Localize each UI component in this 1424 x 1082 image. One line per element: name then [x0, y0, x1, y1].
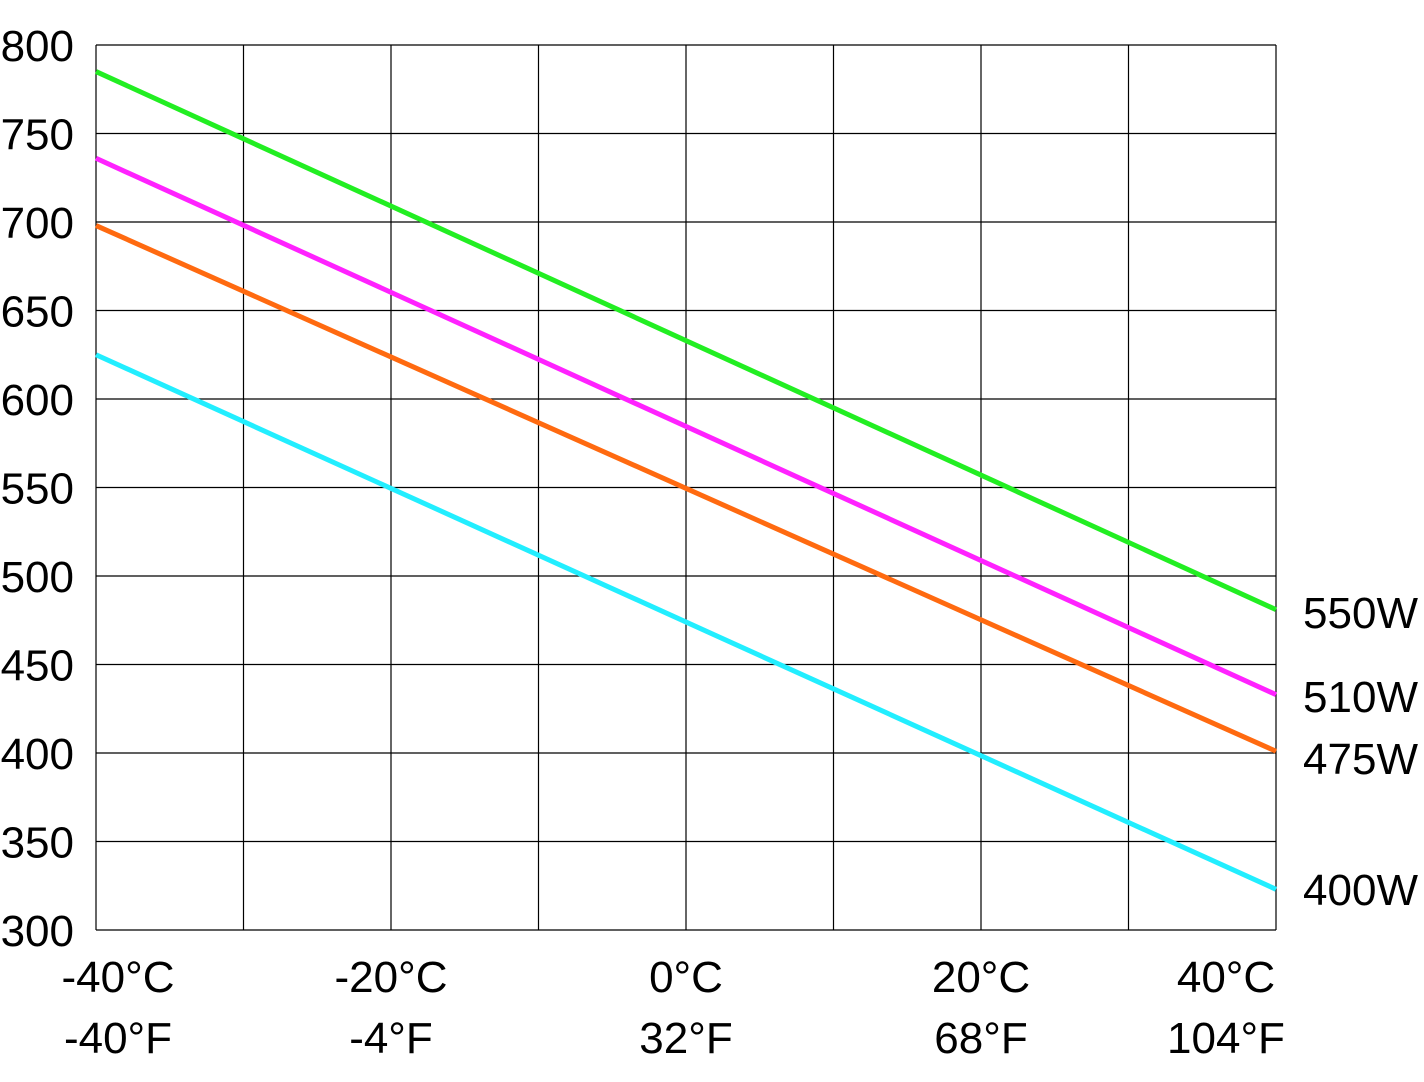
y-tick-label: 500 [1, 553, 74, 602]
y-tick-label: 350 [1, 819, 74, 868]
x-tick-labels: -40°C -40°F -20°C -4°F 0°C 32°F 20°C 68°F 40°C 10… [62, 953, 1285, 1063]
series-line-400w [94, 352, 1278, 892]
y-tick-label: 450 [1, 642, 74, 691]
x-tick-label-celsius: -40°C [62, 953, 175, 1002]
x-tick-label-fahrenheit: 68°F [934, 1014, 1027, 1063]
series-line-550w [94, 69, 1278, 612]
series-label-550w: 550W [1303, 589, 1418, 638]
y-tick-label: 400 [1, 730, 74, 779]
series-label-510w: 510W [1303, 673, 1418, 722]
series-labels: 550W 510W 475W 400W [1303, 589, 1418, 915]
x-tick-label-celsius: 20°C [932, 953, 1030, 1002]
y-tick-label: 750 [1, 111, 74, 160]
x-tick-label-celsius: 40°C [1177, 953, 1275, 1002]
series-label-400w: 400W [1303, 866, 1418, 915]
y-tick-label: 700 [1, 199, 74, 248]
x-tick-label-fahrenheit: -40°F [64, 1014, 172, 1063]
series-line-475w [94, 223, 1278, 754]
y-tick-label: 600 [1, 376, 74, 425]
series-lines [94, 69, 1278, 892]
y-tick-label: 650 [1, 288, 74, 337]
x-tick-label-fahrenheit: 32°F [639, 1014, 732, 1063]
x-tick-label-celsius: 0°C [649, 953, 723, 1002]
y-tick-label: 550 [1, 465, 74, 514]
series-line-510w [94, 156, 1278, 697]
series-label-475w: 475W [1303, 735, 1418, 784]
y-tick-labels: 300 350 400 450 500 550 600 650 700 750 800 [1, 22, 74, 956]
x-tick-label-celsius: -20°C [335, 953, 448, 1002]
y-tick-label: 800 [1, 22, 74, 71]
y-tick-label: 300 [1, 907, 74, 956]
x-tick-label-fahrenheit: 104°F [1167, 1014, 1285, 1063]
x-tick-label-fahrenheit: -4°F [349, 1014, 433, 1063]
